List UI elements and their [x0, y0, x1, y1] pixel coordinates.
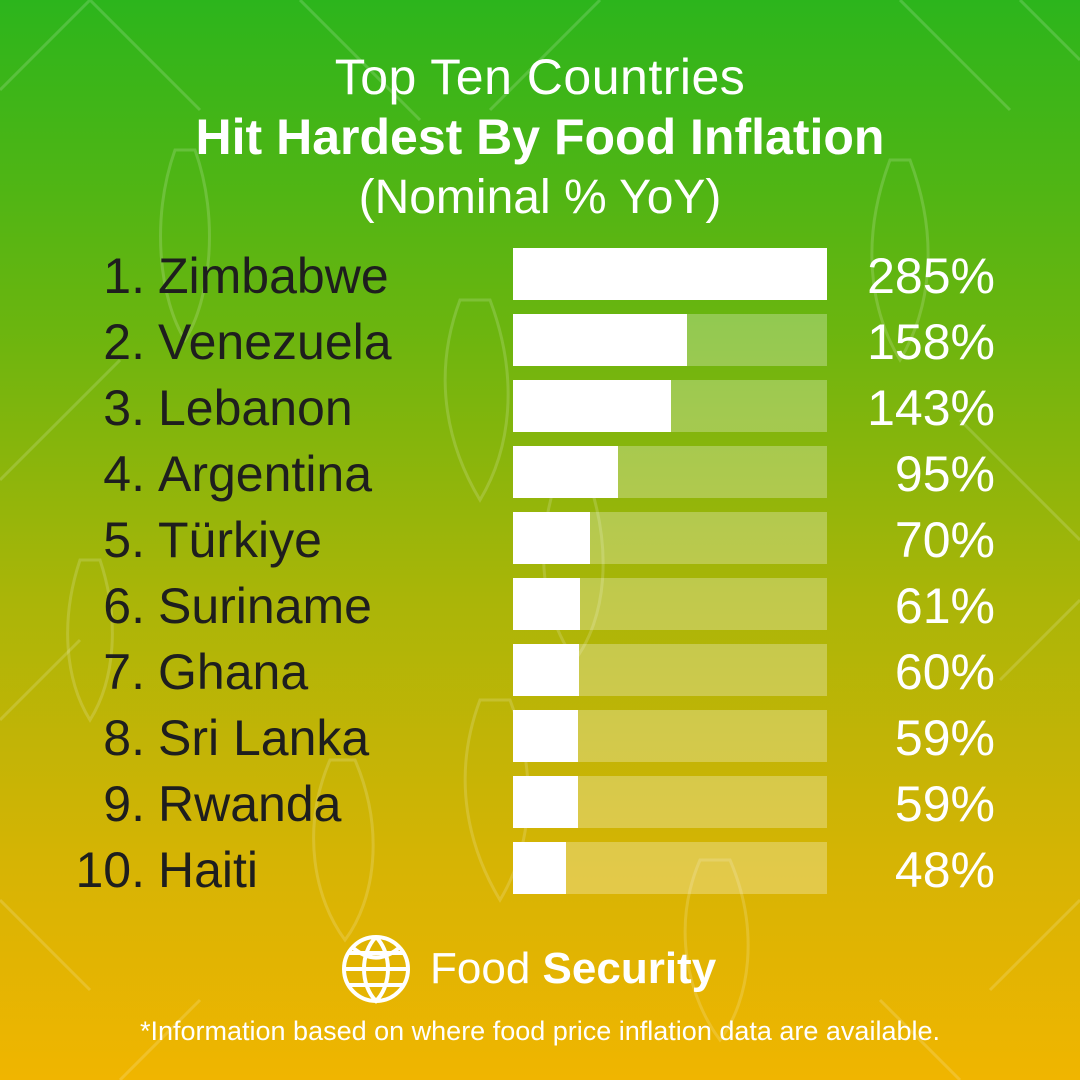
chart-subtitle: (Nominal % YoY)	[358, 171, 722, 224]
category-label: Haiti	[158, 842, 259, 898]
globe-icon	[342, 935, 410, 1004]
rank-label: 8.	[103, 710, 145, 766]
category-label: Rwanda	[158, 776, 342, 832]
rank-label: 6.	[103, 578, 145, 634]
rank-label: 9.	[103, 776, 145, 832]
bar	[513, 314, 687, 366]
rank-label: 4.	[103, 446, 145, 502]
category-label: Venezuela	[158, 314, 392, 370]
category-label: Türkiye	[158, 512, 322, 568]
category-label: Argentina	[158, 446, 373, 502]
bar	[513, 776, 578, 828]
chart-title-line2: Hit Hardest By Food Inflation	[195, 109, 885, 165]
rank-label: 5.	[103, 512, 145, 568]
category-label: Zimbabwe	[158, 248, 389, 304]
value-label: 61%	[894, 578, 995, 634]
brand-name-light: Food	[430, 944, 531, 993]
rank-label: 2.	[103, 314, 145, 370]
category-label: Ghana	[158, 644, 309, 700]
value-label: 70%	[894, 512, 995, 568]
rank-label: 1.	[103, 248, 145, 304]
chart-title-line1: Top Ten Countries	[334, 49, 746, 105]
bar	[513, 512, 590, 564]
bar	[513, 710, 578, 762]
rank-label: 7.	[103, 644, 145, 700]
rank-label: 3.	[103, 380, 145, 436]
value-label: 158%	[867, 314, 995, 370]
value-label: 95%	[894, 446, 995, 502]
bar	[513, 644, 579, 696]
brand-logo: Food Security	[340, 933, 716, 1005]
value-label: 48%	[894, 842, 995, 898]
value-label: 285%	[867, 248, 995, 304]
category-label: Suriname	[158, 578, 372, 634]
brand-name: Food Security	[430, 944, 716, 994]
bar	[513, 248, 827, 300]
value-label: 59%	[894, 710, 995, 766]
brand-name-bold: Security	[542, 944, 717, 993]
value-label: 60%	[894, 644, 995, 700]
bar	[513, 446, 618, 498]
category-label: Sri Lanka	[158, 710, 370, 766]
bar	[513, 578, 580, 630]
value-label: 143%	[867, 380, 995, 436]
footnote: *Information based on where food price i…	[139, 1016, 940, 1046]
bar	[513, 380, 671, 432]
category-label: Lebanon	[158, 380, 353, 436]
bar	[513, 842, 566, 894]
rank-label: 10.	[75, 842, 145, 898]
value-label: 59%	[894, 776, 995, 832]
